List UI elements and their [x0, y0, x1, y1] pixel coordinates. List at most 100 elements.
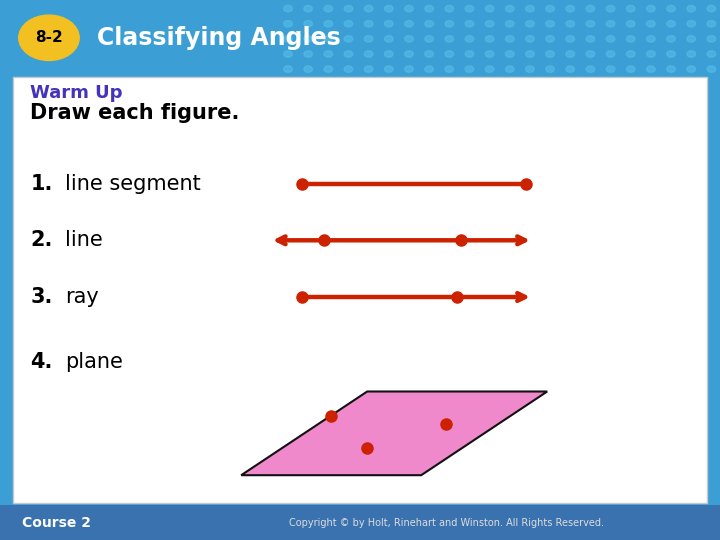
Circle shape: [364, 36, 373, 42]
Circle shape: [344, 5, 353, 12]
Circle shape: [586, 66, 595, 72]
Circle shape: [505, 66, 514, 72]
Text: 8-2: 8-2: [35, 30, 63, 45]
Circle shape: [606, 5, 615, 12]
Text: ray: ray: [65, 287, 99, 307]
Circle shape: [526, 5, 534, 12]
FancyBboxPatch shape: [0, 0, 720, 71]
Circle shape: [505, 5, 514, 12]
Polygon shape: [241, 392, 547, 475]
Circle shape: [405, 36, 413, 42]
Circle shape: [586, 5, 595, 12]
Text: plane: plane: [65, 352, 122, 372]
Circle shape: [284, 51, 292, 57]
Circle shape: [465, 51, 474, 57]
Circle shape: [505, 36, 514, 42]
Circle shape: [707, 66, 716, 72]
Circle shape: [606, 66, 615, 72]
Circle shape: [586, 51, 595, 57]
Circle shape: [505, 51, 514, 57]
Text: 1.: 1.: [30, 173, 53, 194]
Circle shape: [647, 21, 655, 27]
Circle shape: [647, 5, 655, 12]
Circle shape: [687, 51, 696, 57]
Text: 4.: 4.: [30, 352, 53, 372]
Circle shape: [324, 51, 333, 57]
Circle shape: [384, 5, 393, 12]
Circle shape: [647, 66, 655, 72]
Circle shape: [546, 66, 554, 72]
Circle shape: [505, 21, 514, 27]
Circle shape: [526, 36, 534, 42]
Circle shape: [344, 21, 353, 27]
Circle shape: [626, 51, 635, 57]
Circle shape: [526, 21, 534, 27]
Text: 3.: 3.: [30, 287, 53, 307]
Circle shape: [465, 66, 474, 72]
Circle shape: [405, 21, 413, 27]
Circle shape: [485, 51, 494, 57]
Circle shape: [425, 36, 433, 42]
Circle shape: [465, 36, 474, 42]
Circle shape: [405, 51, 413, 57]
Circle shape: [626, 5, 635, 12]
Circle shape: [284, 36, 292, 42]
Text: Course 2: Course 2: [22, 516, 91, 530]
Circle shape: [566, 5, 575, 12]
Circle shape: [626, 21, 635, 27]
Circle shape: [606, 51, 615, 57]
Circle shape: [384, 66, 393, 72]
Circle shape: [324, 21, 333, 27]
Circle shape: [324, 36, 333, 42]
Circle shape: [707, 21, 716, 27]
Text: Copyright © by Holt, Rinehart and Winston. All Rights Reserved.: Copyright © by Holt, Rinehart and Winsto…: [289, 518, 604, 528]
Circle shape: [304, 21, 312, 27]
Circle shape: [546, 21, 554, 27]
Circle shape: [566, 21, 575, 27]
Circle shape: [445, 21, 454, 27]
Circle shape: [445, 36, 454, 42]
Circle shape: [526, 66, 534, 72]
Circle shape: [364, 66, 373, 72]
Circle shape: [687, 66, 696, 72]
Circle shape: [647, 51, 655, 57]
FancyBboxPatch shape: [13, 77, 707, 503]
Circle shape: [445, 51, 454, 57]
Text: Draw each figure.: Draw each figure.: [30, 103, 240, 124]
FancyBboxPatch shape: [0, 505, 720, 540]
Circle shape: [364, 5, 373, 12]
Circle shape: [667, 51, 675, 57]
Circle shape: [344, 66, 353, 72]
Circle shape: [304, 36, 312, 42]
Circle shape: [425, 51, 433, 57]
Circle shape: [566, 66, 575, 72]
Circle shape: [707, 36, 716, 42]
Circle shape: [425, 66, 433, 72]
Circle shape: [405, 66, 413, 72]
Circle shape: [344, 36, 353, 42]
Circle shape: [344, 51, 353, 57]
Text: line: line: [65, 230, 102, 251]
Circle shape: [667, 66, 675, 72]
Circle shape: [19, 15, 79, 60]
Circle shape: [284, 5, 292, 12]
Circle shape: [687, 21, 696, 27]
Circle shape: [526, 51, 534, 57]
Text: 2.: 2.: [30, 230, 53, 251]
Circle shape: [384, 36, 393, 42]
Circle shape: [364, 51, 373, 57]
Circle shape: [425, 5, 433, 12]
Circle shape: [586, 21, 595, 27]
Circle shape: [667, 21, 675, 27]
Circle shape: [425, 21, 433, 27]
Circle shape: [546, 51, 554, 57]
Circle shape: [384, 51, 393, 57]
Circle shape: [707, 5, 716, 12]
Circle shape: [485, 66, 494, 72]
Circle shape: [485, 36, 494, 42]
Text: Classifying Angles: Classifying Angles: [97, 26, 341, 50]
Text: line segment: line segment: [65, 173, 201, 194]
Circle shape: [626, 36, 635, 42]
Circle shape: [546, 36, 554, 42]
Circle shape: [304, 51, 312, 57]
